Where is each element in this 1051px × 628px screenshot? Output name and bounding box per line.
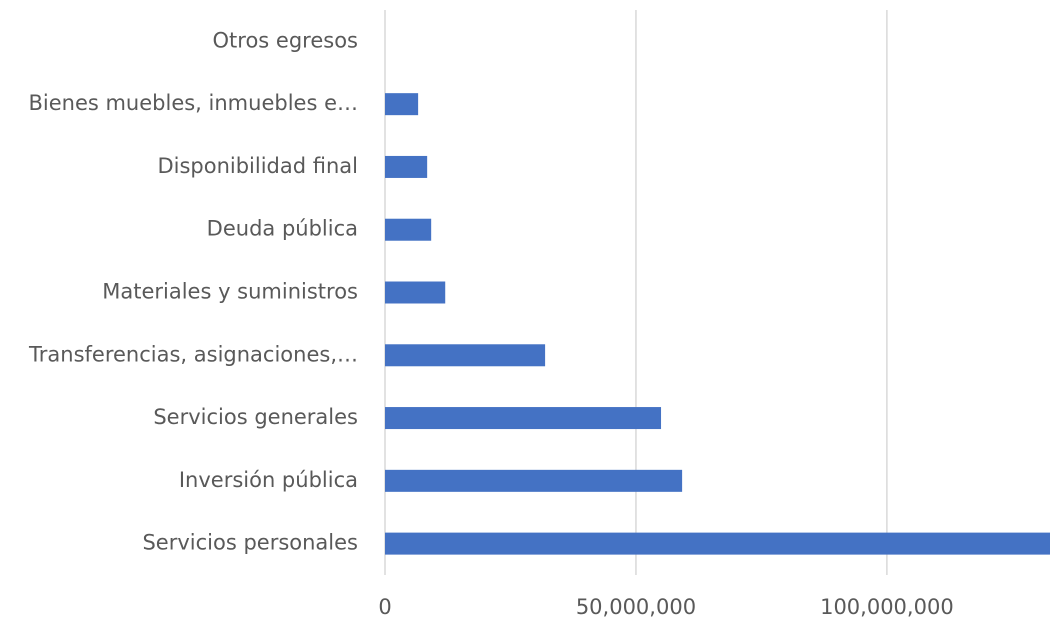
bar	[385, 93, 419, 116]
bar	[385, 532, 1050, 555]
y-tick-label: Disponibilidad final	[157, 154, 358, 178]
y-tick-label: Inversión pública	[179, 468, 358, 492]
y-tick-label: Servicios personales	[142, 531, 358, 555]
bar	[385, 469, 683, 492]
x-tick-label: 0	[378, 595, 391, 619]
bar	[385, 344, 546, 367]
x-tick-label: 100,000,000	[820, 595, 954, 619]
bar	[385, 407, 662, 430]
y-tick-label: Otros egresos	[213, 28, 358, 52]
y-tick-label: Servicios generales	[153, 405, 358, 429]
bar	[385, 218, 432, 241]
y-tick-label: Materiales y suministros	[102, 280, 358, 304]
bar	[385, 281, 446, 304]
y-tick-label: Bienes muebles, inmuebles e…	[28, 91, 358, 115]
x-tick-label: 50,000,000	[576, 595, 696, 619]
bar	[385, 155, 428, 178]
y-tick-label: Transferencias, asignaciones,…	[28, 342, 358, 366]
y-tick-label: Deuda pública	[207, 217, 358, 241]
